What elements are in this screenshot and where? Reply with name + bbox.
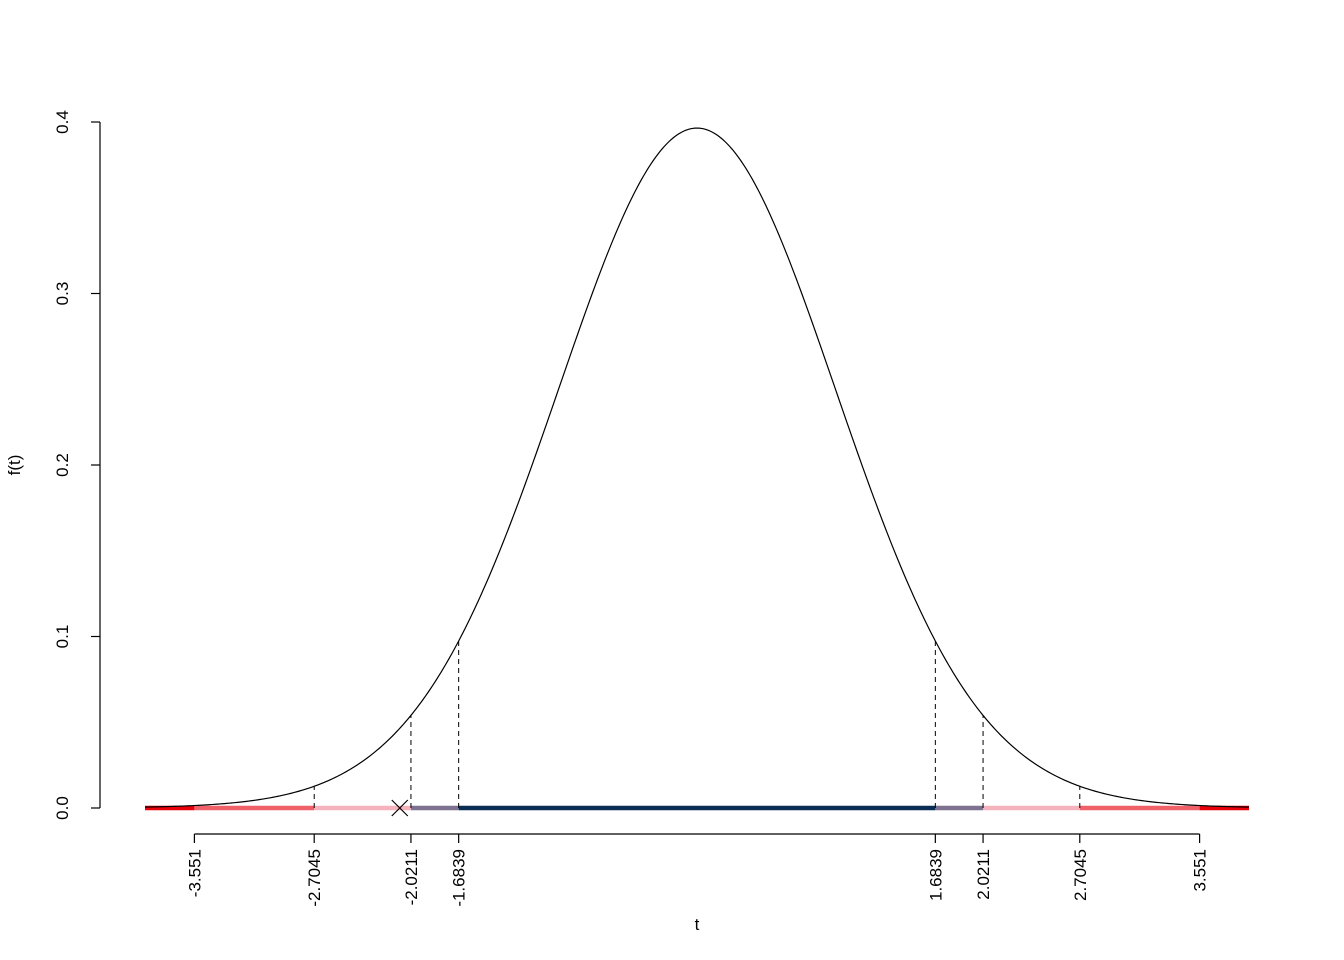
x-tick-label-3: -1.6839 — [450, 849, 469, 907]
y-tick-label-0: 0.0 — [53, 796, 72, 820]
x-tick-label-1: -2.7045 — [305, 849, 324, 907]
y-tick-label-2: 0.2 — [53, 453, 72, 477]
x-axis-label: t — [695, 915, 700, 934]
x-tick-label-0: -3.551 — [185, 849, 204, 897]
critical-value-lines — [313, 641, 1081, 808]
x-axis: -3.551 -2.7045 -2.0211 -1.6839 1.6839 2.0211 2… — [185, 833, 1210, 907]
y-tick-label-3: 0.3 — [53, 282, 72, 306]
y-axis-label: f(t) — [5, 455, 24, 476]
y-axis: 0.0 0.1 0.2 0.3 0.4 — [53, 110, 101, 820]
x-tick-label-2: -2.0211 — [402, 849, 421, 905]
density-curve — [144, 127, 1250, 808]
x-tick-label-7: 3.551 — [1191, 849, 1210, 892]
observed-statistic-marker — [391, 799, 409, 817]
y-tick-label-4: 0.4 — [53, 110, 72, 134]
x-tick-label-4: 1.6839 — [926, 849, 945, 901]
x-tick-label-5: 2.0211 — [974, 849, 993, 900]
marker-stroke-2 — [391, 799, 409, 817]
x-tick-label-6: 2.7045 — [1071, 849, 1090, 901]
y-tick-label-1: 0.1 — [53, 625, 72, 649]
